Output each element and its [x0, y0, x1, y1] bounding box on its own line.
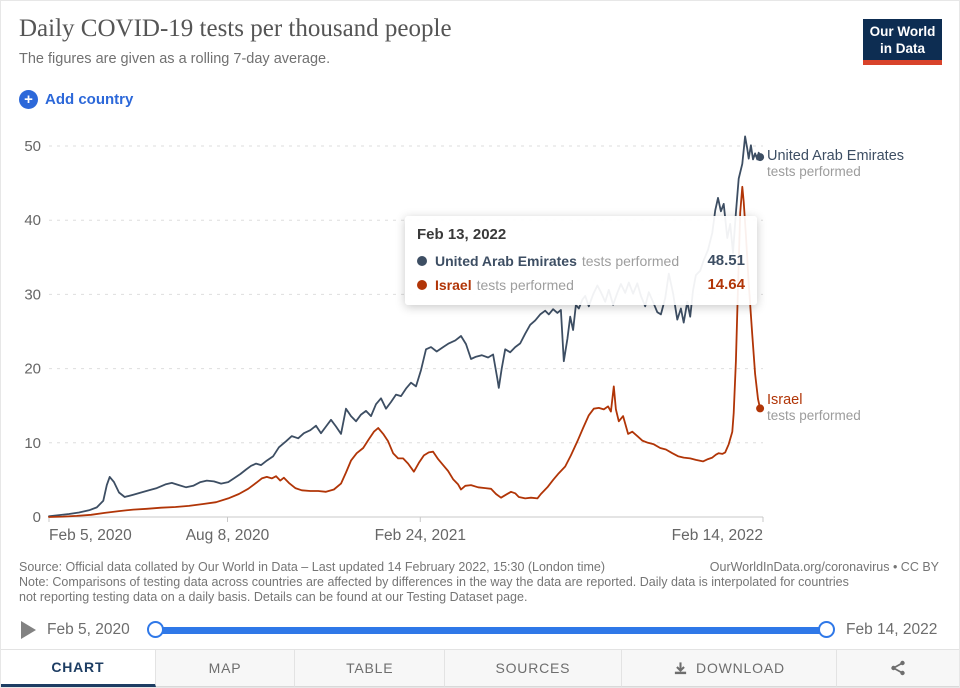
- tooltip-row-israel: Israel tests performed 14.64: [417, 276, 745, 293]
- timeline-start-date: Feb 5, 2020: [47, 621, 130, 638]
- tab-map[interactable]: MAP: [155, 650, 296, 687]
- owid-logo: Our World in Data: [863, 19, 942, 65]
- page-title: Daily COVID-19 tests per thousand people: [19, 15, 452, 42]
- x-tick-label: Feb 24, 2021: [375, 527, 466, 544]
- y-tick-label: 20: [24, 361, 41, 378]
- footer-tab-bar: CHART MAP TABLE SOURCES DOWNLOAD: [1, 649, 959, 687]
- timeline-slider-track[interactable]: [148, 627, 834, 634]
- y-tick-label: 50: [24, 138, 41, 155]
- israel-dot-icon: [417, 279, 427, 290]
- x-tick-label: Feb 5, 2020: [49, 527, 132, 544]
- tooltip-israel-value: 14.64: [707, 276, 745, 293]
- tooltip-uae-name: United Arab Emirates: [435, 252, 577, 269]
- tab-download[interactable]: DOWNLOAD: [621, 650, 838, 687]
- y-tick-label: 40: [24, 212, 41, 229]
- owid-logo-line1: Our World: [869, 24, 936, 39]
- tab-chart-label: CHART: [51, 659, 105, 675]
- israel-series-unit: tests performed: [767, 408, 861, 423]
- uae-series-label: United Arab Emirates tests performed: [767, 148, 904, 180]
- tooltip-uae-value: 48.51: [707, 252, 745, 269]
- x-tick-label: Aug 8, 2020: [186, 527, 270, 544]
- chart-subtitle: The figures are given as a rolling 7-day…: [19, 51, 331, 67]
- timeline-end-handle[interactable]: [818, 621, 835, 638]
- israel-end-dot: [756, 404, 765, 413]
- play-button[interactable]: [21, 621, 36, 639]
- israel-line[interactable]: [48, 185, 761, 518]
- add-country-button[interactable]: + Add country: [19, 90, 133, 109]
- united-arab-emirates-line[interactable]: [48, 135, 761, 518]
- tooltip-row-uae: United Arab Emirates tests performed 48.…: [417, 252, 745, 269]
- note-text: Note: Comparisons of testing data across…: [19, 575, 849, 604]
- uae-dot-icon: [417, 255, 427, 266]
- uae-series-unit: tests performed: [767, 164, 861, 179]
- timeline-start-handle[interactable]: [147, 621, 164, 638]
- y-tick-label: 10: [24, 435, 41, 452]
- add-country-label: Add country: [45, 91, 134, 108]
- note-line1: Note: Comparisons of testing data across…: [19, 575, 849, 589]
- tooltip-uae-unit: tests performed: [581, 252, 680, 269]
- tab-table-label: TABLE: [346, 660, 394, 676]
- owid-logo-line2: in Data: [879, 41, 925, 56]
- download-icon: [673, 661, 688, 676]
- united-arab-emirates-end-dot: [756, 153, 765, 162]
- tab-table[interactable]: TABLE: [295, 650, 446, 687]
- tab-chart[interactable]: CHART: [1, 650, 156, 687]
- tab-sources-label: SOURCES: [495, 660, 571, 676]
- plus-circle-icon: +: [19, 90, 38, 109]
- x-tick-label: Feb 14, 2022: [672, 527, 763, 544]
- hover-tooltip: Feb 13, 2022 United Arab Emirates tests …: [405, 216, 757, 305]
- tooltip-israel-unit: tests performed: [476, 276, 574, 293]
- timeline-end-date: Feb 14, 2022: [846, 621, 938, 638]
- tab-share[interactable]: [837, 650, 959, 687]
- license-line[interactable]: OurWorldInData.org/coronavirus • CC BY: [709, 560, 939, 574]
- tooltip-date: Feb 13, 2022: [417, 226, 507, 243]
- tab-sources[interactable]: SOURCES: [445, 650, 622, 687]
- note-line2: not reporting testing data on a daily ba…: [19, 589, 528, 604]
- y-tick-label: 30: [24, 286, 41, 303]
- tab-download-label: DOWNLOAD: [696, 660, 785, 676]
- tab-map-label: MAP: [208, 660, 242, 676]
- source-line: Source: Official data collated by Our Wo…: [19, 560, 605, 574]
- israel-series-label: Israel tests performed: [767, 392, 861, 424]
- uae-series-name: United Arab Emirates: [767, 148, 905, 164]
- tooltip-israel-name: Israel: [435, 276, 472, 293]
- share-icon: [890, 660, 906, 676]
- y-tick-label: 0: [33, 509, 41, 526]
- israel-series-name: Israel: [767, 392, 803, 408]
